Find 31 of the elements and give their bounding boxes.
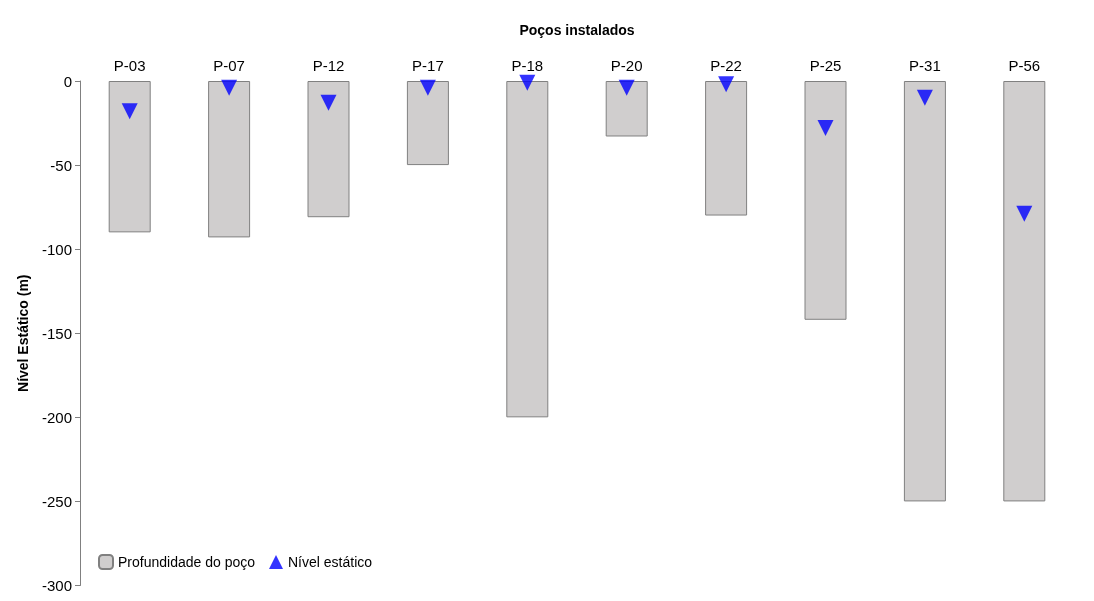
- x-tick-label: P-22: [710, 57, 742, 74]
- point: [519, 74, 536, 91]
- x-tick-label: P-18: [511, 57, 544, 74]
- y-tick-label: -100: [41, 240, 72, 258]
- x-tick-label: P-12: [312, 57, 345, 74]
- point: [718, 76, 735, 93]
- point: [618, 79, 635, 96]
- x-tick-label: P-17: [412, 57, 444, 74]
- legend-label: Nível estático: [288, 554, 373, 570]
- legend-label: Profundidade do poço: [118, 554, 256, 570]
- y-tick-label: 0: [63, 72, 72, 90]
- point: [320, 94, 337, 111]
- point: [817, 120, 834, 137]
- x-tick-label: P-25: [809, 57, 842, 74]
- x-axis-title: Poços instalados: [519, 22, 635, 38]
- y-tick-label: -300: [41, 577, 72, 594]
- x-tick-label: P-07: [213, 57, 245, 74]
- y-tick-label: -200: [41, 408, 72, 426]
- point: [1016, 205, 1033, 222]
- y-axis-title: Nível Estático (m): [15, 274, 31, 392]
- x-tick-label: P-31: [909, 57, 941, 74]
- x-tick-label: P-03: [113, 57, 146, 74]
- y-tick-label: -250: [41, 492, 72, 510]
- y-tick-label: -150: [41, 324, 72, 342]
- point: [419, 79, 436, 96]
- point: [916, 89, 933, 106]
- point: [221, 79, 238, 96]
- x-tick-label: P-20: [610, 57, 643, 74]
- y-tick-label: -50: [50, 156, 72, 174]
- x-tick-label: P-56: [1008, 57, 1041, 74]
- point: [121, 103, 138, 120]
